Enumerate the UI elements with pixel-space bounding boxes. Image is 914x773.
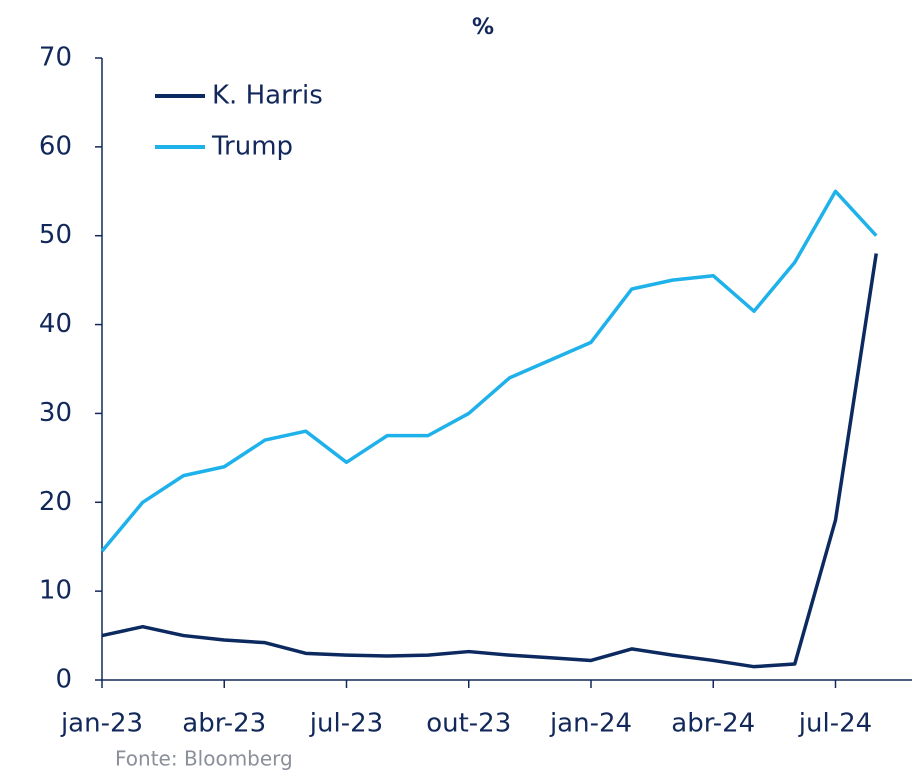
y-tick-label: 10: [39, 576, 72, 606]
x-tick-label: jul-24: [798, 709, 872, 739]
y-tick-label: 70: [39, 43, 72, 73]
x-tick-label: abr-24: [671, 709, 755, 739]
legend-label: Trump: [211, 132, 293, 162]
x-tick-label: abr-23: [182, 709, 266, 739]
x-tick-label: jan-23: [60, 709, 143, 739]
y-tick-label: 40: [39, 309, 72, 339]
series-line: [100, 189, 878, 553]
y-tick-label: 20: [39, 487, 72, 517]
y-tick-label: 30: [39, 398, 72, 428]
y-tick-label: 60: [39, 131, 72, 161]
y-tick-label: 50: [39, 220, 72, 250]
x-tick-label: jul-23: [309, 709, 383, 739]
x-tick-label: out-23: [426, 709, 511, 739]
x-tick-label: jan-24: [549, 709, 632, 739]
chart-title: %: [472, 15, 494, 40]
source-note: Fonte: Bloomberg: [115, 747, 293, 771]
y-tick-label: 0: [55, 665, 72, 695]
legend-label: K. Harris: [212, 81, 323, 111]
series-line: [101, 253, 878, 669]
